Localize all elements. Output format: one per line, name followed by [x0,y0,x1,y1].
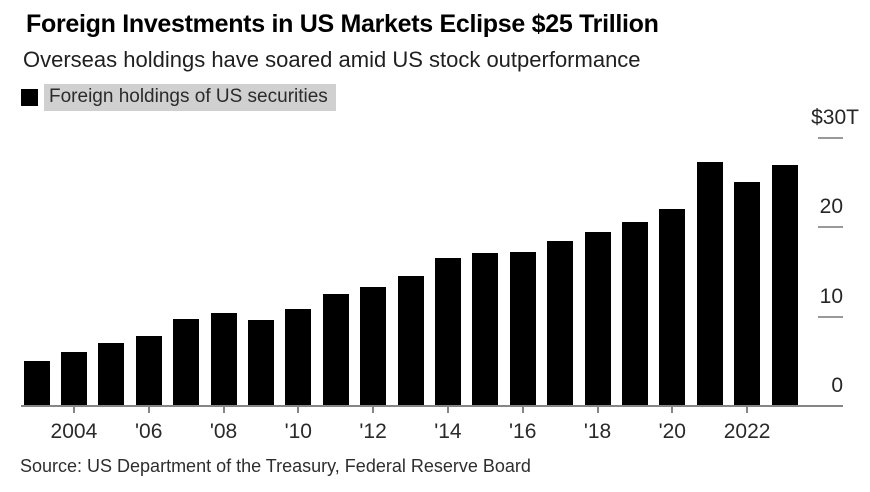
bar-2023 [771,165,798,406]
bar-2013 [397,276,424,406]
x-axis-tick-2014 [446,406,449,413]
y-axis-tick-20 [818,226,843,228]
x-axis-tick-2018 [596,406,599,413]
bar-2017 [547,241,574,406]
source-note: Source: US Department of the Treasury, F… [20,456,531,476]
bar-2014 [434,258,461,406]
x-axis-label-2012: '12 [359,420,387,443]
x-axis-tick-2010 [297,406,300,413]
x-axis-label-2004: 2004 [50,420,98,443]
legend[interactable]: Foreign holdings of US securities [21,84,336,111]
bar-2022 [734,182,761,406]
bar-2015 [472,253,499,406]
legend-label: Foreign holdings of US securities [44,84,336,111]
x-axis-tick-2006 [147,406,150,413]
x-axis-label-2014: '14 [434,420,462,443]
x-axis-line [21,405,843,407]
y-axis-label-10: 10 [819,284,843,308]
y-axis-label-30: $30T [811,105,859,129]
bar-2006 [135,336,162,406]
bar-2003 [23,361,50,406]
bar-2020 [659,209,686,406]
y-axis-label-0: 0 [831,374,843,397]
bar-2018 [584,231,611,406]
legend-swatch-icon [21,89,38,106]
x-axis-tick-2004 [72,406,75,413]
bar-2005 [98,343,125,406]
bar-2021 [696,161,723,406]
x-axis-label-2022: 2022 [723,420,771,443]
bar-2010 [285,309,312,406]
x-axis-label-2018: '18 [583,420,612,443]
x-axis-label-2008: '08 [209,420,238,443]
x-axis-label-2010: '10 [284,420,312,443]
y-axis-label-20: 20 [819,195,843,218]
x-axis-tick-2012 [372,406,375,413]
bar-2016 [509,252,536,406]
bar-2012 [360,287,387,406]
bar-2008 [210,312,237,406]
x-axis-tick-2022 [746,406,749,413]
bar-2011 [322,294,349,406]
x-axis-tick-2020 [671,406,674,413]
y-axis-tick-10 [818,315,843,318]
x-axis-label-2020: '20 [658,420,686,443]
bar-2019 [621,221,648,406]
y-axis-tick-30 [818,136,843,139]
x-axis-tick-2008 [222,406,225,413]
x-axis-label-2006: '06 [135,420,163,443]
x-axis-label-2016: '16 [509,420,537,443]
x-axis-tick-2016 [521,406,524,413]
bar-2009 [247,320,274,406]
bar-2007 [173,319,200,406]
bar-2004 [60,352,87,406]
chart-subtitle: Overseas holdings have soared amid US st… [23,47,641,72]
chart-title: Foreign Investments in US Markets Eclips… [26,10,659,38]
